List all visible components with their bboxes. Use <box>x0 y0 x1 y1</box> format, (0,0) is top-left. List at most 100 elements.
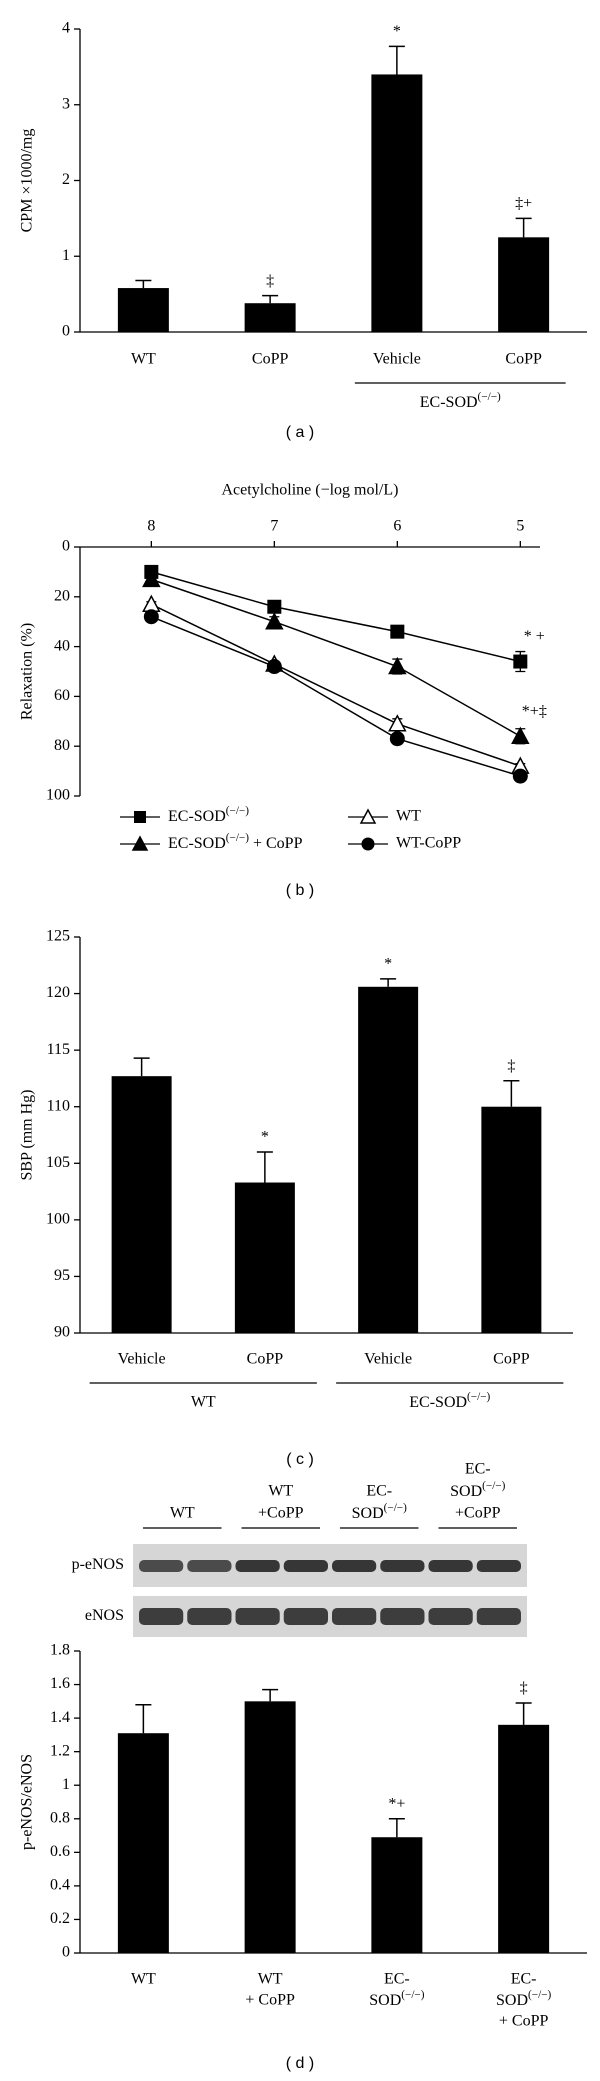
blot-row-label: p-eNOS <box>72 1556 124 1573</box>
legend-label: WT <box>396 808 421 825</box>
significance-mark: ‡+ <box>515 195 532 212</box>
y-tick-label: 90 <box>54 1324 70 1341</box>
y-tick-label: 0.2 <box>50 1910 70 1927</box>
panel-label: ( a ) <box>286 424 314 441</box>
error-bar <box>256 1151 273 1183</box>
y-tick-label: 125 <box>46 928 70 945</box>
x-axis-title: Acetylcholine (−log mol/L) <box>222 482 399 499</box>
legend-label: EC-SOD(−/−) <box>168 805 249 825</box>
significance-mark: *+‡ <box>522 703 547 720</box>
blot-band <box>187 1608 232 1625</box>
y-tick-label: 0.4 <box>50 1877 70 1894</box>
x-tick-label: + CoPP <box>245 1992 295 2009</box>
blot-lane-label: WT <box>268 1483 293 1500</box>
y-tick-label: 110 <box>47 1097 70 1114</box>
x-tick-label: CoPP <box>247 1351 284 1368</box>
blot-band <box>332 1560 377 1572</box>
x-tick-label: EC- <box>384 1971 410 1988</box>
superscript: (−/−) <box>478 391 501 403</box>
legend-marker <box>359 808 377 824</box>
blot-lane-label: +CoPP <box>455 1505 501 1522</box>
blot-band <box>380 1560 425 1572</box>
significance-mark: * <box>384 956 392 973</box>
x-tick-label: 5 <box>516 518 524 535</box>
text-run: SOD <box>496 1992 528 2009</box>
blot-lane-label: EC- <box>465 1461 491 1478</box>
marker <box>390 624 405 639</box>
y-tick-label: 0 <box>62 538 70 555</box>
text-run: SOD <box>352 1505 384 1522</box>
blot-band <box>283 1560 328 1572</box>
group-label: WT <box>191 1394 216 1411</box>
blot-band <box>332 1608 377 1625</box>
marker <box>513 654 528 669</box>
x-tick-label: CoPP <box>493 1351 530 1368</box>
error-bar <box>388 45 405 75</box>
significance-mark: * <box>261 1129 269 1146</box>
y-tick-label: 2 <box>62 171 70 188</box>
superscript: (−/−) <box>482 1480 505 1492</box>
marker <box>266 659 282 675</box>
group-label: EC-SOD(−/−) <box>409 1391 490 1411</box>
y-tick-label: 1 <box>62 1776 70 1793</box>
blot-band <box>139 1560 184 1572</box>
significance-mark: *+ <box>388 1795 405 1812</box>
x-tick-label: WT <box>131 351 156 368</box>
marker <box>265 612 284 630</box>
text-run: EC-SOD <box>168 808 226 825</box>
y-tick-label: 100 <box>46 787 70 804</box>
blot-lane-label: WT <box>170 1505 195 1522</box>
bar <box>234 1182 295 1333</box>
error-bar <box>135 1703 152 1734</box>
panel-label: ( b ) <box>286 882 314 899</box>
superscript: (−/−) <box>528 1989 551 2001</box>
legend-marker <box>134 811 146 823</box>
y-tick-label: 1.2 <box>50 1742 70 1759</box>
y-tick-label: 0 <box>62 1944 70 1961</box>
group-label: EC-SOD(−/−) <box>420 391 501 411</box>
bar <box>498 1724 550 1953</box>
blot-band <box>428 1608 473 1625</box>
superscript: (−/−) <box>226 805 249 817</box>
blot-band <box>380 1608 425 1625</box>
x-tick-label: Vehicle <box>373 351 421 368</box>
x-tick-label: WT <box>131 1971 156 1988</box>
text-run: EC-SOD <box>409 1394 467 1411</box>
bar <box>117 288 169 332</box>
x-tick-label: 6 <box>393 518 401 535</box>
legend-label: EC-SOD(−/−) + CoPP <box>168 832 303 852</box>
marker <box>389 731 405 747</box>
marker <box>388 656 407 675</box>
blot-band <box>476 1560 521 1572</box>
x-tick-label: EC- <box>511 1971 537 1988</box>
error-bar <box>262 294 279 304</box>
blot-lane-label: SOD(−/−) <box>352 1502 407 1522</box>
x-tick-label: Vehicle <box>118 1351 166 1368</box>
text-run: EC-SOD <box>168 835 226 852</box>
bar <box>111 1076 172 1333</box>
bar <box>244 303 296 332</box>
y-tick-label: 4 <box>62 20 70 37</box>
bar <box>371 74 423 332</box>
y-tick-label: 1 <box>62 247 70 264</box>
bar <box>358 986 419 1333</box>
y-tick-label: 115 <box>47 1041 70 1058</box>
bar <box>117 1733 169 1953</box>
y-tick-label: 0 <box>62 323 70 340</box>
superscript: (−/−) <box>401 1989 424 2001</box>
blot-band <box>187 1560 232 1572</box>
marker <box>142 594 161 613</box>
x-tick-label: Vehicle <box>364 1351 412 1368</box>
y-tick-label: 3 <box>62 95 70 112</box>
x-tick-label: + CoPP <box>499 2013 549 2030</box>
blot-band <box>476 1608 521 1625</box>
legend-label: WT-CoPP <box>396 835 461 852</box>
blot-lane-label: SOD(−/−) <box>450 1480 505 1500</box>
error-bar <box>133 1057 150 1077</box>
superscript: (−/−) <box>467 1391 490 1403</box>
blot-band <box>428 1560 473 1572</box>
y-tick-label: 1.6 <box>50 1675 70 1692</box>
bar <box>371 1837 423 1953</box>
significance-mark: ‡ <box>266 272 274 289</box>
